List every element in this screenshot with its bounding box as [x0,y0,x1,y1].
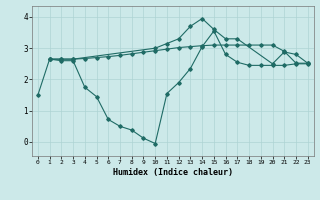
X-axis label: Humidex (Indice chaleur): Humidex (Indice chaleur) [113,168,233,177]
